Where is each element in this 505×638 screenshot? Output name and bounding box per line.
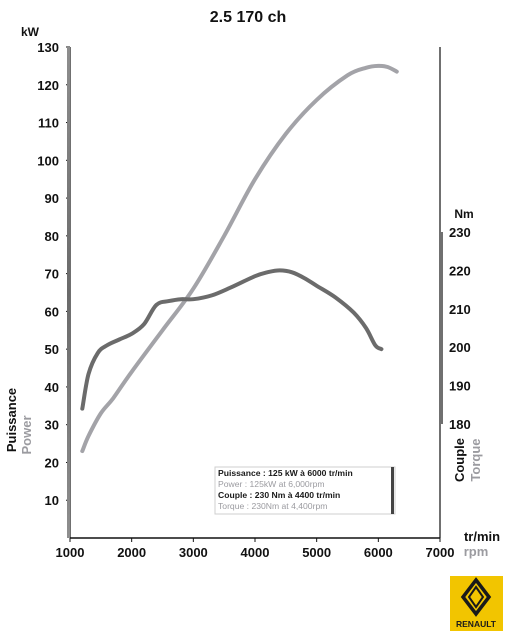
renault-diamond-icon [460, 577, 492, 617]
x-tick-label: 6000 [364, 545, 393, 560]
left-tick-label: 90 [45, 191, 59, 206]
legend-line-3: Couple : 230 Nm à 4400 tr/min [218, 490, 340, 500]
series-layer [80, 63, 399, 454]
left-tick-label: 130 [37, 40, 59, 55]
legend-line-1: Puissance : 125 kW à 6000 tr/min [218, 468, 353, 478]
left-tick-label: 120 [37, 78, 59, 93]
left-tick-label: 100 [37, 153, 59, 168]
right-tick-label: 190 [449, 379, 471, 394]
x-axis-label-alt: rpm [464, 544, 489, 559]
left-axis-unit: kW [21, 25, 40, 39]
right-tick-label: 210 [449, 302, 471, 317]
right-axis-unit: Nm [454, 207, 473, 221]
renault-logo-text: RENAULT [456, 619, 497, 629]
left-tick-label: 80 [45, 229, 59, 244]
left-tick-label: 20 [45, 455, 59, 470]
x-tick-label: 1000 [56, 545, 85, 560]
right-axis-label-alt: Torque [468, 438, 483, 481]
right-axis-ticks: 180 190 200 210 220 230 [449, 225, 471, 432]
left-axis-ticks: 10 20 30 40 50 60 70 80 90 100 110 120 130 [37, 40, 70, 508]
x-tick-label: 4000 [241, 545, 270, 560]
right-tick-label: 180 [449, 417, 471, 432]
left-tick-label: 10 [45, 493, 59, 508]
right-tick-label: 230 [449, 225, 471, 240]
x-tick-label: 7000 [426, 545, 455, 560]
x-tick-label: 5000 [302, 545, 331, 560]
legend-line-2: Power : 125kW at 6,000rpm [218, 479, 325, 489]
torque-series-line [80, 268, 384, 411]
right-axis-label: Couple [452, 438, 467, 482]
renault-logo: RENAULT [450, 576, 503, 631]
x-axis-label: tr/min [464, 529, 500, 544]
legend-box: Puissance : 125 kW à 6000 tr/min Power :… [214, 466, 396, 515]
legend-line-4: Torque : 230Nm at 4,400rpm [218, 501, 327, 511]
left-tick-label: 40 [45, 380, 59, 395]
torque-axis-bar [439, 232, 443, 424]
left-axis-label: Puissance [4, 388, 19, 452]
left-tick-label: 50 [45, 342, 59, 357]
power-series-line [80, 63, 399, 454]
left-tick-label: 110 [38, 116, 59, 131]
right-tick-label: 200 [449, 340, 471, 355]
left-tick-label: 70 [45, 267, 59, 282]
left-tick-label: 60 [45, 304, 59, 319]
x-tick-label: 3000 [179, 545, 208, 560]
left-axis-bar [67, 47, 70, 538]
chart-title: 2.5 170 ch [210, 9, 287, 26]
right-tick-label: 220 [449, 263, 471, 278]
left-axis-label-alt: Power [19, 415, 34, 454]
left-tick-label: 30 [45, 418, 59, 433]
x-tick-label: 2000 [117, 545, 146, 560]
x-axis-ticks: 1000 2000 3000 4000 5000 6000 7000 [56, 538, 455, 560]
